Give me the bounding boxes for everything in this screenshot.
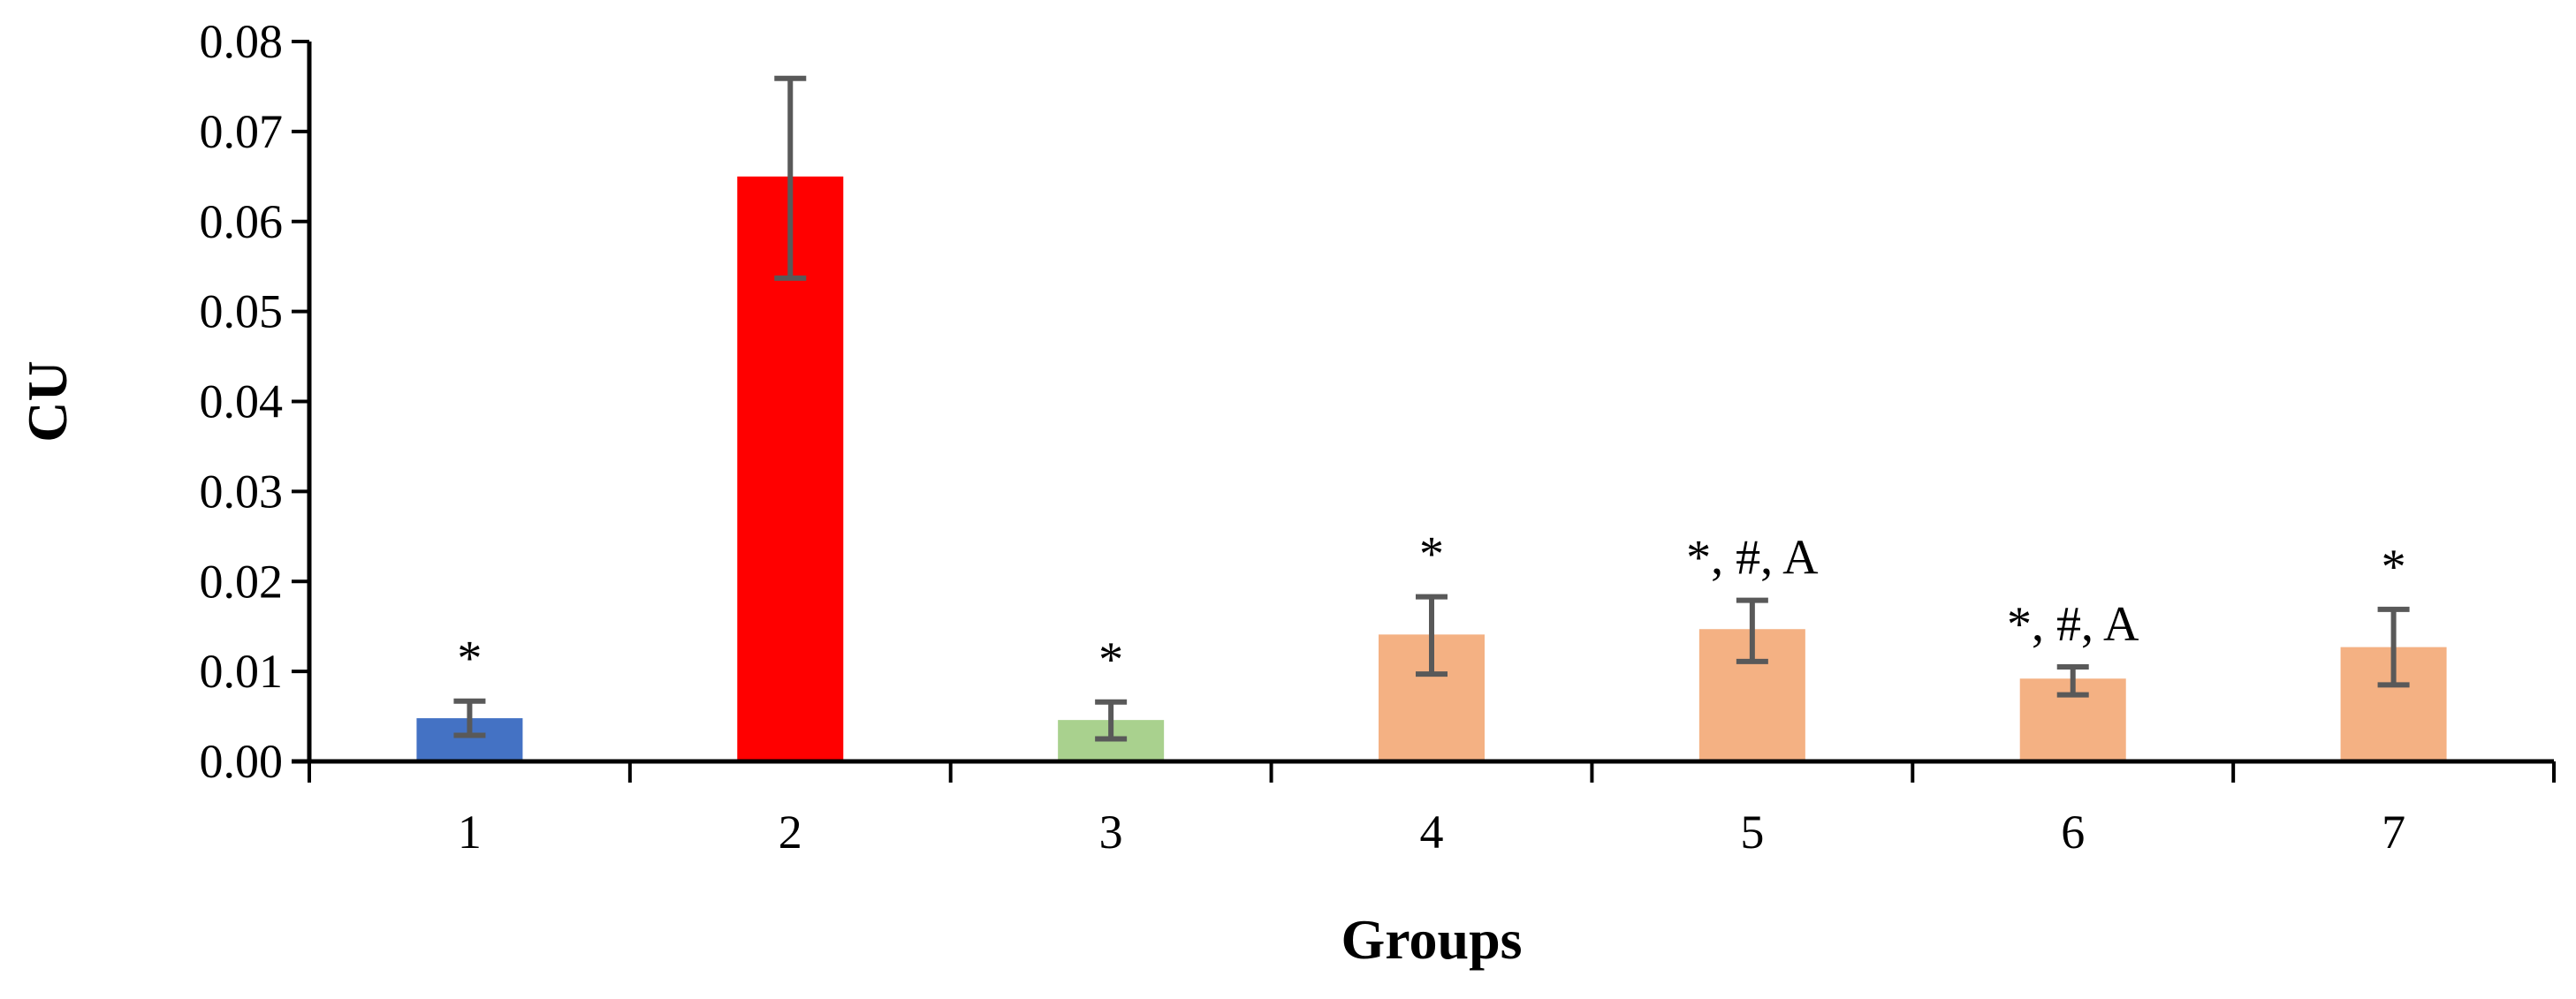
y-tick-label: 0.08 [200, 15, 284, 68]
error-bars [453, 75, 2410, 742]
error-bar-group-7 [2377, 606, 2410, 688]
error-bar-group-5 [1736, 597, 1768, 664]
y-axis-ticks: 0.00 0.01 0.02 0.03 0.04 0.05 0.06 0.07 0.08 [200, 15, 309, 788]
x-tick-label: 5 [1740, 806, 1764, 859]
y-tick-label: 0.07 [200, 105, 284, 158]
x-tick-label: 2 [779, 806, 802, 859]
y-tick-label: 0.04 [200, 375, 284, 428]
y-tick-label: 0.01 [200, 645, 284, 698]
y-tick-label: 0.02 [200, 555, 284, 608]
error-bar-group-2 [774, 75, 807, 281]
significance-label: *, #, A [2007, 597, 2139, 652]
error-bar-group-1 [453, 698, 486, 738]
y-tick-label: 0.03 [200, 465, 284, 518]
y-axis-title: CU [16, 360, 79, 442]
x-tick-label: 1 [458, 806, 482, 859]
significance-label: * [457, 632, 482, 686]
y-tick-label: 0.05 [200, 285, 284, 338]
significance-label: *, #, A [1686, 531, 1819, 586]
x-axis-ticks: 1 2 3 4 5 6 7 [308, 761, 2556, 859]
x-tick-label: 7 [2382, 806, 2405, 859]
error-bar-group-3 [1095, 699, 1128, 742]
error-bar-group-6 [2056, 664, 2089, 698]
x-tick-label: 4 [1420, 806, 1444, 859]
significance-label: * [2382, 540, 2406, 594]
significance-label: * [1098, 632, 1123, 687]
error-bar-group-4 [1416, 594, 1448, 677]
x-tick-label: 6 [2061, 806, 2085, 859]
significance-label: * [1419, 527, 1444, 582]
y-tick-label: 0.06 [200, 195, 284, 248]
significance-annotations: * * * *, #, A *, #, A * [457, 527, 2405, 687]
x-axis-title: Groups [1341, 908, 1522, 971]
x-tick-label: 3 [1099, 806, 1123, 859]
y-tick-label: 0.00 [200, 735, 284, 788]
